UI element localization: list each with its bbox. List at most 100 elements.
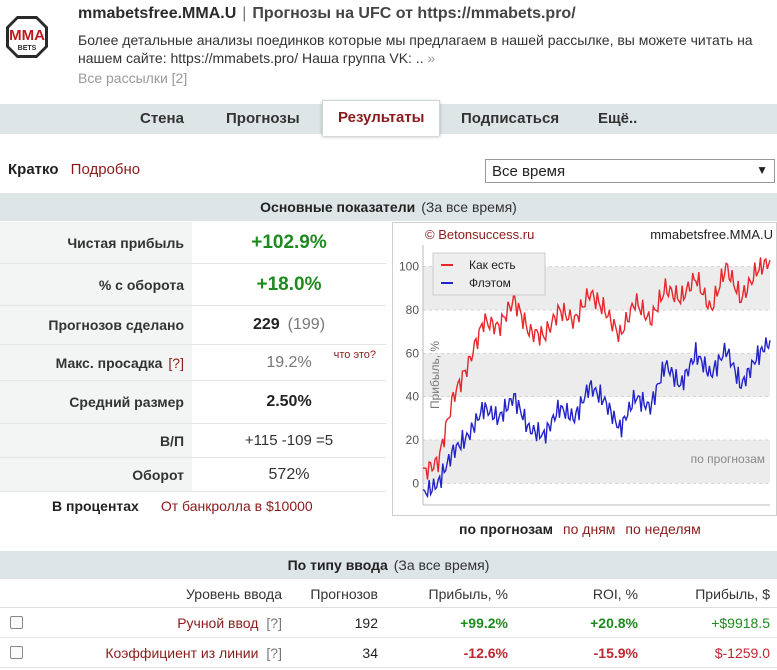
- mode-short[interactable]: Кратко: [8, 161, 59, 178]
- tab-bar: Стена Прогнозы Результаты Подписаться Ещ…: [0, 100, 777, 136]
- stat-label: % с оборота: [0, 264, 192, 305]
- row-roi: +20.8%: [590, 614, 638, 631]
- row-name-cell: Ручной ввод [?]: [30, 608, 282, 637]
- col-level: Уровень ввода: [186, 585, 282, 602]
- row-checkbox[interactable]: [10, 616, 23, 629]
- y-axis-label: Прибыль, %: [428, 341, 442, 409]
- stat-value: +18.0%: [256, 273, 322, 295]
- chart-source: © Betonsuccess.ru: [425, 227, 534, 242]
- whatis-link[interactable]: что это?: [333, 349, 376, 361]
- tab-subscribe[interactable]: Подписаться: [461, 110, 560, 127]
- row-usd: +$9918.5: [711, 614, 770, 631]
- input-type-title: По типу ввода: [287, 557, 388, 573]
- bankroll-link[interactable]: От банкролла в $10000: [160, 498, 313, 514]
- stat-value: 572%: [268, 465, 310, 483]
- stat-value: +102.9%: [251, 231, 327, 253]
- stat-label: Чистая прибыль: [0, 222, 192, 263]
- stat-drawdown: Макс. просадка [?] 19.2% что это?: [0, 345, 386, 381]
- percent-row: В процентах От банкролла в $10000: [52, 498, 313, 514]
- y-tick-label: 20: [406, 433, 420, 447]
- stat-wlp: В/П +115 -109 =5: [0, 424, 386, 458]
- legend-label: Как есть: [469, 258, 516, 272]
- tab-wall[interactable]: Стена: [140, 110, 184, 127]
- row-name-link[interactable]: Коэффициент из линии: [105, 644, 259, 661]
- main-stats-title: Основные показатели: [260, 199, 416, 215]
- x-axis-label: по прогнозам: [691, 452, 765, 466]
- channel-subtitle: Прогнозы на UFC от https://mmabets.pro/: [252, 5, 576, 22]
- stat-label-wrap: Макс. просадка [?]: [0, 345, 192, 380]
- y-tick-label: 60: [406, 346, 420, 360]
- mma-bets-logo[interactable]: MMA BETS: [4, 14, 50, 60]
- svg-text:BETS: BETS: [18, 45, 37, 52]
- chart-by-days[interactable]: по дням: [563, 521, 616, 537]
- stat-forecasts: Прогнозов сделано 229 (199): [0, 306, 386, 345]
- tab-forecasts[interactable]: Прогнозы: [226, 110, 300, 127]
- channel-name-link[interactable]: mmabetsfree.MMA.U: [78, 5, 237, 22]
- y-tick-label: 0: [412, 476, 419, 490]
- input-type-period: (За все время): [393, 557, 490, 573]
- main-stats-period: (За все время): [421, 199, 517, 215]
- col-count: Прогнозов: [310, 585, 378, 602]
- row-count: 192: [354, 614, 378, 631]
- percent-label: В процентах: [52, 498, 139, 514]
- stat-label: В/П: [0, 424, 192, 457]
- stat-value: 19.2%: [266, 353, 312, 371]
- mode-detailed[interactable]: Подробно: [70, 161, 141, 178]
- chart-by-weeks[interactable]: по неделям: [625, 521, 701, 537]
- channel-header: MMA BETS mmabetsfree.MMA.U | Прогнозы на U…: [0, 0, 777, 104]
- table-row: Коэффициент из линии [?] 34 -12.6% -15.9%…: [0, 638, 777, 668]
- chart-by-forecasts[interactable]: по прогнозам: [459, 521, 554, 537]
- row-profit: -12.6%: [463, 644, 508, 661]
- grid-band: [423, 440, 770, 484]
- y-tick-label: 100: [399, 260, 419, 274]
- more-link[interactable]: »: [427, 50, 436, 66]
- chart-period-links: по прогнозам по дням по неделям: [459, 521, 701, 537]
- series-line-flat: [422, 337, 771, 499]
- channel-title: mmabetsfree.MMA.U | Прогнозы на UFC от htt…: [78, 5, 576, 23]
- col-roi: ROI, %: [592, 585, 638, 602]
- col-profit-usd: Прибыль, $: [695, 585, 770, 602]
- stat-value: 229: [252, 316, 280, 333]
- stat-avg-size: Средний размер 2.50%: [0, 381, 386, 424]
- row-checkbox[interactable]: [10, 646, 23, 659]
- row-help-link[interactable]: [?]: [266, 644, 282, 661]
- row-roi: -15.9%: [593, 644, 638, 661]
- row-usd: $-1259.0: [714, 644, 770, 661]
- legend-box: [432, 252, 546, 296]
- row-help-link[interactable]: [?]: [266, 614, 282, 631]
- tab-more[interactable]: Ещё..: [598, 110, 638, 127]
- all-lists-link[interactable]: Все рассылки [2]: [78, 70, 188, 86]
- y-tick-label: 80: [406, 303, 420, 317]
- profit-chart-svg: 0 20 40 60 80 100 Прибыль, % по прогнозам © Beto…: [399, 227, 773, 506]
- profit-chart: 0 20 40 60 80 100 Прибыль, % по прогнозам © Beto…: [392, 222, 777, 516]
- input-type-header: По типу ввода (За все время): [0, 551, 777, 579]
- row-name-cell: Коэффициент из линии [?]: [30, 638, 282, 667]
- stat-label: Оборот: [0, 458, 192, 491]
- svg-text:MMA: MMA: [9, 27, 45, 44]
- description-text: Более детальные анализы поединков которы…: [78, 32, 753, 66]
- row-count: 34: [362, 644, 378, 661]
- title-separator: |: [242, 5, 247, 22]
- drawdown-help-link[interactable]: [?]: [168, 354, 184, 371]
- stat-net-profit: Чистая прибыль +102.9%: [0, 222, 386, 264]
- stat-value: 2.50%: [266, 393, 312, 410]
- series-line-actual: [422, 257, 771, 480]
- stat-turnover: Оборот 572%: [0, 458, 386, 492]
- dropdown-arrow-icon: ▼: [756, 163, 768, 177]
- input-table-header: Уровень ввода Прогнозов Прибыль, % ROI, …: [0, 580, 777, 608]
- chart-name: mmabetsfree.MMA.U: [650, 227, 773, 242]
- legend-label: Флэтом: [469, 276, 511, 290]
- stat-turnover-pct: % с оборота +18.0%: [0, 264, 386, 306]
- stat-value: +115 -109 =5: [244, 432, 334, 449]
- y-tick-label: 40: [406, 390, 420, 404]
- row-name-link[interactable]: Ручной ввод: [177, 614, 259, 631]
- stat-label: Средний размер: [0, 381, 192, 423]
- stat-label: Макс. просадка: [55, 354, 163, 371]
- period-select[interactable]: Все время ▼: [485, 159, 775, 183]
- stat-label: Прогнозов сделано: [0, 306, 192, 344]
- period-select-value: Все время: [492, 163, 566, 180]
- view-mode: Кратко Подробно: [8, 161, 140, 178]
- tab-results[interactable]: Результаты: [322, 100, 441, 136]
- table-row: Ручной ввод [?] 192 +99.2% +20.8% +$9918.…: [0, 608, 777, 638]
- stat-extra: (199): [287, 316, 326, 333]
